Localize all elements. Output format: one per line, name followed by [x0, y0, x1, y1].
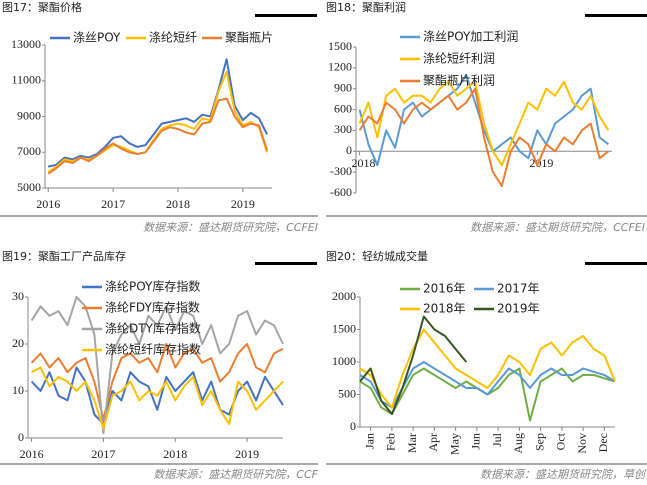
series-line	[358, 87, 610, 187]
y-tick-label: 1500	[328, 39, 352, 53]
y-tick-label: 7000	[17, 144, 41, 158]
y-tick-label: 600	[334, 101, 352, 115]
y-tick-label: 1200	[328, 60, 352, 74]
y-tick-label: 13000	[11, 37, 41, 51]
panel-title: 图19：聚酯工厂产品库存	[2, 249, 126, 263]
panel-title: 图18：聚酯利润	[326, 0, 406, 14]
legend-label: 涤纶FDY库存指数	[105, 300, 200, 315]
y-tick-label: 11000	[11, 73, 41, 87]
y-tick-label: 30	[12, 289, 24, 303]
x-tick-label: Oct	[554, 432, 568, 450]
y-tick-label: 500	[338, 386, 356, 400]
series-line	[358, 80, 610, 167]
x-tick-label: 2017	[101, 197, 125, 211]
source-note: 数据来源：盛达期货研究院，草创	[480, 468, 647, 481]
x-tick-label: Jun	[469, 433, 483, 450]
legend-label: 涤纶短纤	[149, 31, 197, 45]
x-tick-label: 2017	[91, 447, 115, 461]
series-line	[359, 315, 468, 415]
x-tick-label: 2019	[235, 447, 259, 461]
y-tick-label: 10	[12, 383, 24, 397]
panel-title: 图17：聚酯价格	[2, 0, 82, 14]
source-note: 数据来源：盛达期货研究院，CCF	[153, 468, 318, 481]
legend-label: 涤丝POY	[73, 31, 121, 45]
x-tick-label: May	[447, 433, 461, 455]
x-tick-label: Aug	[511, 433, 525, 454]
y-tick-label: 1500	[332, 321, 356, 335]
y-tick-label: 0	[346, 143, 352, 157]
x-tick-label: Jul	[490, 432, 504, 447]
title-bar	[585, 262, 647, 265]
legend-label: 2017年	[497, 282, 540, 296]
y-tick-label: 9000	[17, 108, 41, 122]
y-tick-label: -600	[330, 185, 352, 199]
source-note: 数据来源：盛达期货研究院，CCFEI	[143, 221, 318, 234]
legend-label: 涤纶短纤利润	[423, 52, 495, 66]
y-tick-label: 20	[12, 336, 24, 350]
legend-label: 聚酯瓶片	[225, 31, 273, 45]
source-note: 数据来源：盛达期货研究院，CCFEI	[470, 221, 645, 234]
legend-label: 聚酯瓶片利润	[423, 74, 495, 88]
x-tick-label: Nov	[575, 433, 589, 454]
x-tick-label: 2018	[352, 156, 376, 170]
x-tick-label: Mar	[405, 433, 419, 453]
x-tick-label: Jan	[362, 433, 376, 449]
y-tick-label: 2000	[332, 289, 356, 303]
series-line	[30, 296, 284, 435]
legend-label: 涤纶POY库存指数	[105, 279, 200, 294]
title-bar	[255, 14, 317, 17]
x-tick-label: 2019	[231, 197, 255, 211]
series-line	[47, 97, 269, 175]
x-tick-label: Dec	[596, 433, 610, 452]
title-bar	[585, 14, 647, 17]
series-line	[30, 366, 284, 425]
legend-label: 涤纶DTY库存指数	[105, 321, 201, 336]
legend-label: 2016年	[423, 282, 466, 296]
legend-label: 2018年	[423, 302, 466, 316]
series-line	[359, 328, 616, 409]
y-tick-label: 900	[334, 80, 352, 94]
series-line	[358, 73, 610, 167]
legend-label: 涤丝POY加工利润	[423, 30, 518, 44]
x-tick-label: 2018	[163, 447, 187, 461]
y-tick-label: 5000	[17, 180, 41, 194]
y-tick-label: 0	[350, 419, 356, 433]
title-bar	[255, 262, 317, 265]
x-tick-label: 2018	[166, 197, 190, 211]
y-tick-label: 1000	[332, 354, 356, 368]
legend-label: 2019年	[497, 302, 540, 316]
x-tick-label: Sep	[532, 433, 546, 451]
y-tick-label: 300	[334, 122, 352, 136]
series-line	[30, 343, 284, 421]
series-line	[31, 366, 284, 430]
x-tick-label: 2016	[20, 447, 44, 461]
y-tick-label: -300	[330, 164, 352, 178]
panel-title: 图20：轻纺城成交量	[326, 249, 428, 263]
x-tick-label: Feb	[384, 433, 398, 451]
y-tick-label: 0	[18, 430, 24, 444]
series-line	[47, 58, 268, 168]
x-tick-label: Apr	[426, 433, 440, 452]
legend-label: 涤纶短纤库存指数	[105, 342, 201, 357]
x-tick-label: 2016	[36, 197, 60, 211]
